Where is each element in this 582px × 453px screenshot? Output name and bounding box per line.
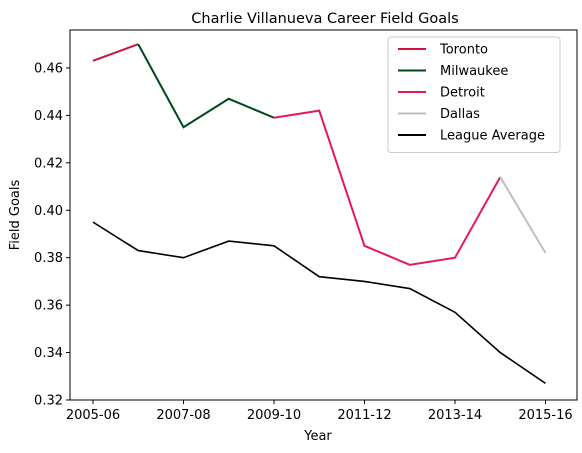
legend-label-dallas: Dallas	[440, 107, 480, 122]
x-axis-label: Year	[303, 429, 332, 444]
legend-label-detroit: Detroit	[440, 86, 485, 101]
x-tick-label: 2015-16	[518, 408, 572, 423]
legend: Toronto Milwaukee Detroit Dallas League Aver…	[387, 36, 561, 153]
y-tick-label: 0.42	[34, 156, 63, 171]
series-line-league-average	[92, 221, 546, 385]
y-tick-label: 0.40	[34, 204, 63, 219]
legend-label-toronto: Toronto	[439, 43, 488, 58]
series-line-detroit	[273, 109, 502, 266]
x-tick-label: 2007-08	[156, 408, 210, 423]
x-tick-label: 2011-12	[337, 408, 391, 423]
x-tick-label: 2009-10	[247, 408, 301, 423]
series-line-milwaukee	[137, 43, 275, 129]
legend-box	[387, 36, 561, 153]
x-tick-label: 2005-06	[66, 408, 120, 423]
y-axis-label: Field Goals	[8, 180, 23, 251]
legend-label-milwaukee: Milwaukee	[440, 64, 508, 79]
series-line-toronto	[92, 43, 139, 62]
plot-lines	[92, 43, 547, 385]
x-tick-label: 2013-14	[428, 408, 482, 423]
y-tick-label: 0.34	[34, 346, 63, 361]
legend-label-league-average: League Average	[440, 129, 545, 144]
x-axis-ticks: 2005-06 2007-08 2009-10 2011-12 2013-14 2015-…	[66, 400, 573, 423]
y-tick-label: 0.32	[34, 394, 63, 409]
plot-frame	[69, 29, 578, 401]
series-line-dallas	[499, 176, 547, 254]
chart-title: Charlie Villanueva Career Field Goals	[191, 11, 458, 27]
y-tick-label: 0.38	[34, 251, 63, 266]
y-tick-label: 0.36	[34, 299, 63, 314]
y-axis-ticks: 0.32 0.34 0.36 0.38 0.40 0.42 0.44 0.46	[34, 61, 70, 409]
y-tick-label: 0.44	[34, 109, 63, 124]
y-tick-label: 0.46	[34, 61, 63, 76]
